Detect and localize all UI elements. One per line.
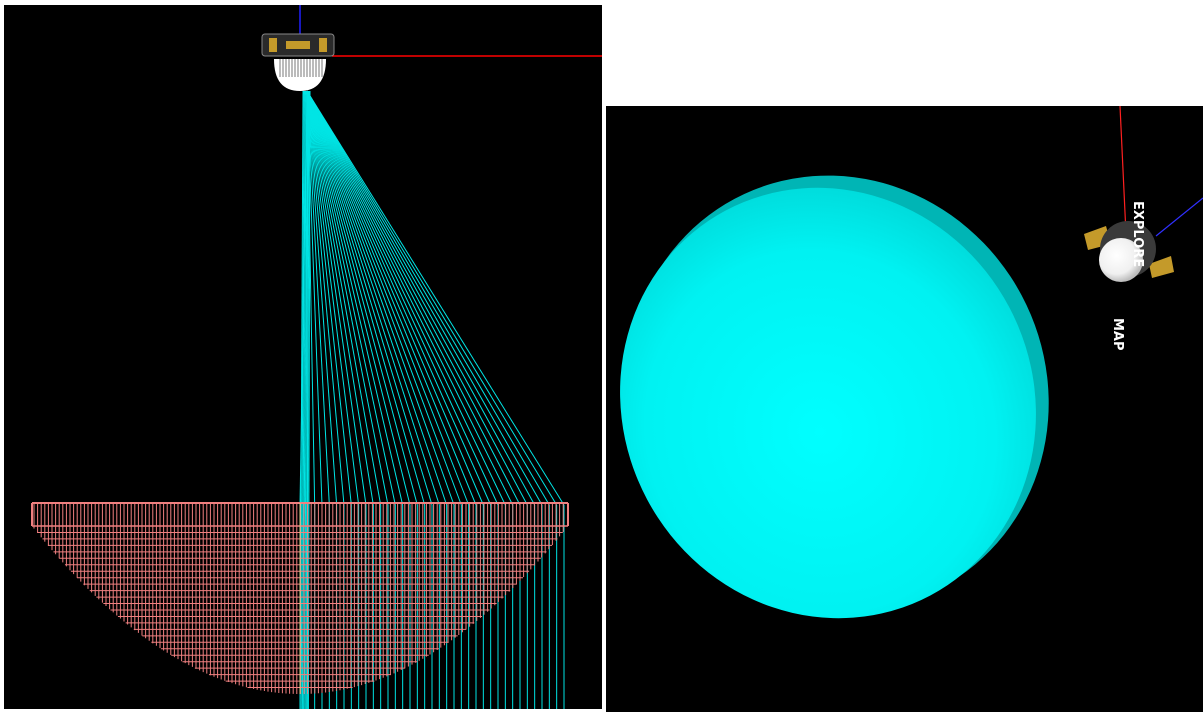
ray-incident — [306, 90, 484, 506]
reflector-wireframe — [31, 502, 569, 694]
feed-hatching — [279, 59, 323, 77]
ray-axial — [301, 90, 306, 709]
ray-incident — [306, 90, 528, 506]
ray-incident — [306, 90, 411, 506]
ray-incident — [306, 90, 367, 506]
ray-incident — [306, 90, 462, 506]
feed-sphere — [274, 59, 326, 91]
ray-incident — [306, 90, 440, 506]
feed-horn-spacecraft — [261, 33, 335, 91]
ray-incident — [306, 90, 433, 506]
ray-incident — [306, 90, 382, 506]
ray-incident — [306, 90, 499, 506]
reflector-dish — [620, 175, 1049, 619]
ray-incident — [306, 90, 360, 506]
solar-panel-right — [1149, 256, 1174, 278]
ray-incident — [306, 90, 550, 506]
spacecraft-label-upper: EXPLORE — [1130, 201, 1145, 267]
ray-incident — [306, 90, 470, 506]
ray-axial — [304, 90, 308, 709]
solar-panel-left — [269, 38, 277, 52]
ray-incident — [306, 90, 448, 506]
ray-incident — [306, 90, 418, 506]
axis-x-line — [1119, 106, 1127, 235]
ray-trace-viewport[interactable] — [4, 5, 602, 709]
render-viewport[interactable]: EXPLORE MAP — [606, 106, 1203, 712]
ray-incident — [306, 90, 506, 506]
solar-panel-right — [319, 38, 327, 52]
dish-surface — [620, 187, 1036, 619]
ray-incident — [306, 90, 389, 506]
spacecraft-label-lower: MAP — [1110, 318, 1125, 351]
ray-incident — [306, 90, 492, 506]
ray-trace-canvas — [31, 5, 602, 709]
ray-axial — [307, 90, 311, 709]
ray-incident — [306, 90, 396, 506]
ray-axial — [305, 90, 309, 709]
solar-panel-center — [286, 41, 310, 49]
ray-incident — [306, 90, 338, 506]
ray-incident — [306, 90, 374, 506]
ray-incident — [306, 90, 455, 506]
ray-incident — [306, 90, 316, 506]
ray-incident — [306, 90, 565, 506]
ray-incident — [306, 90, 330, 506]
axis-z-line — [1155, 197, 1203, 237]
ray-incident — [306, 90, 352, 506]
ray-incident — [306, 90, 543, 506]
ray-incident — [306, 90, 536, 506]
ray-incident — [306, 90, 521, 506]
ray-incident — [306, 90, 345, 506]
white-sphere — [1099, 238, 1143, 282]
ray-axial — [300, 90, 305, 709]
spacecraft-model: EXPLORE MAP — [1084, 106, 1203, 351]
ray-incident — [306, 90, 477, 506]
ray-incident — [306, 90, 426, 506]
ray-bundle — [299, 90, 565, 709]
ray-incident — [306, 90, 404, 506]
render-canvas: EXPLORE MAP — [620, 106, 1203, 619]
ray-incident — [306, 90, 558, 506]
ray-incident — [306, 90, 514, 506]
